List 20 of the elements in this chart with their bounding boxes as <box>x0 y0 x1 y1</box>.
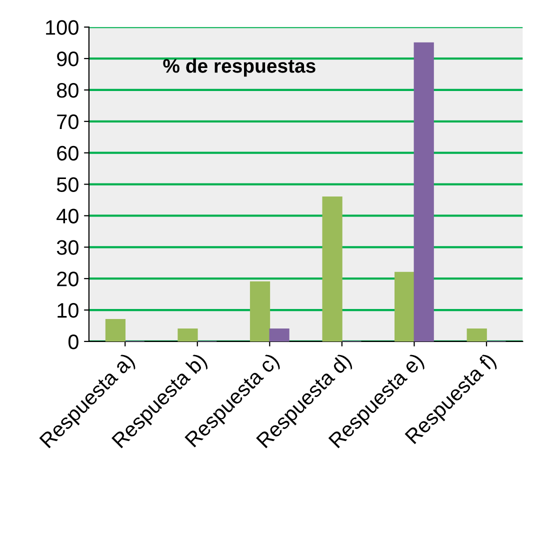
y-tick-label: 90 <box>57 52 78 66</box>
y-tick-label: 0 <box>68 334 78 350</box>
y-tick-label: 50 <box>56 177 78 192</box>
y-tick-label: 60 <box>57 146 78 161</box>
bar <box>269 328 290 342</box>
bar <box>414 42 434 342</box>
y-tick-label: 100 <box>46 20 78 35</box>
bar <box>322 196 342 342</box>
y-tick-label: 80 <box>56 82 78 98</box>
y-tick-label: 20 <box>57 272 78 286</box>
y-tick-label: 10 <box>58 303 78 318</box>
bar <box>250 281 270 342</box>
y-tick-label: 40 <box>56 208 78 224</box>
bar <box>466 328 487 342</box>
bar <box>105 319 126 342</box>
bar <box>394 272 415 342</box>
y-tick-label: 70 <box>57 114 78 130</box>
y-tick-label: 30 <box>56 240 78 255</box>
annotation: % de respuestas <box>163 58 316 77</box>
bar <box>178 328 198 342</box>
